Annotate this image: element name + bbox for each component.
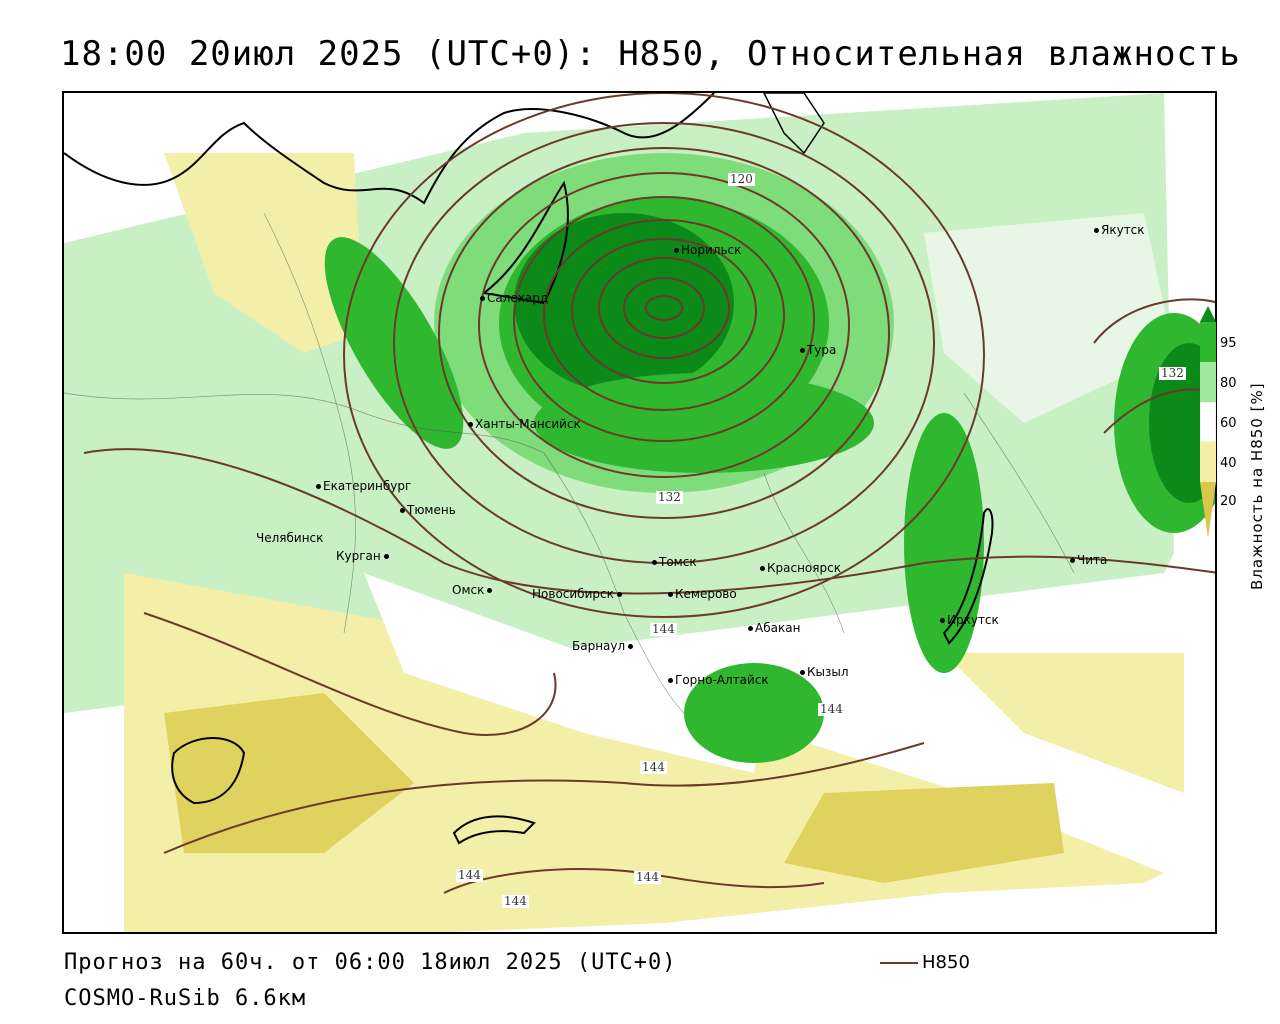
map-panel: 120 132 132 144 144 144 144 144 144 Нори… [62,91,1217,934]
city-marker: Чита [1070,553,1107,567]
contour-legend-line [880,962,918,964]
city-marker: Красноярск [760,561,841,575]
city-marker: Ханты-Мансийск [468,417,581,431]
city-marker: Норильск [674,243,741,257]
model-name: COSMO-RuSib 6.6км [64,986,307,1011]
city-marker: Екатеринбург [316,479,411,493]
contour-legend-label: H850 [922,952,970,973]
forecast-info: Прогноз на 60ч. от 06:00 18июл 2025 (UTC… [64,950,677,975]
contour-label: 132 [656,490,683,504]
city-marker: Барнаул [572,639,635,653]
contour-label: 144 [640,760,667,774]
colorbar-title: Влажность на H850 [%] [1248,382,1266,590]
city-marker: Абакан [748,621,800,635]
colorbar-tick: 60 [1220,416,1237,431]
city-marker: Тюмень [400,503,456,517]
colorbar-tick: 95 [1220,336,1237,351]
humidity-field [64,93,1215,932]
city-marker: Челябинск [256,531,324,545]
city-marker: Горно-Алтайск [668,673,769,687]
city-marker: Иркутск [940,613,999,627]
city-marker: Кызыл [800,665,849,679]
city-marker: Якутск [1094,223,1145,237]
colorbar-tick: 20 [1220,494,1237,509]
humidity-colorbar [1200,306,1216,538]
contour-label: 144 [502,894,529,908]
contour-label: 132 [1159,366,1186,380]
contour-label: 144 [634,870,661,884]
contour-label: 120 [728,172,755,186]
colorbar-tick: 40 [1220,456,1237,471]
contour-label: 144 [818,702,845,716]
map-title: 18:00 20июл 2025 (UTC+0): H850, Относите… [60,34,1241,74]
colorbar-tick: 80 [1220,376,1237,391]
city-marker: Тура [800,343,836,357]
contour-label: 144 [456,868,483,882]
city-marker: Омск [452,583,494,597]
contour-label: 144 [650,622,677,636]
city-marker: Томск [652,555,697,569]
city-marker: Курган [336,549,391,563]
city-marker: Новосибирск [532,587,624,601]
city-marker: Салехард [480,291,548,305]
city-marker: Кемерово [668,587,737,601]
